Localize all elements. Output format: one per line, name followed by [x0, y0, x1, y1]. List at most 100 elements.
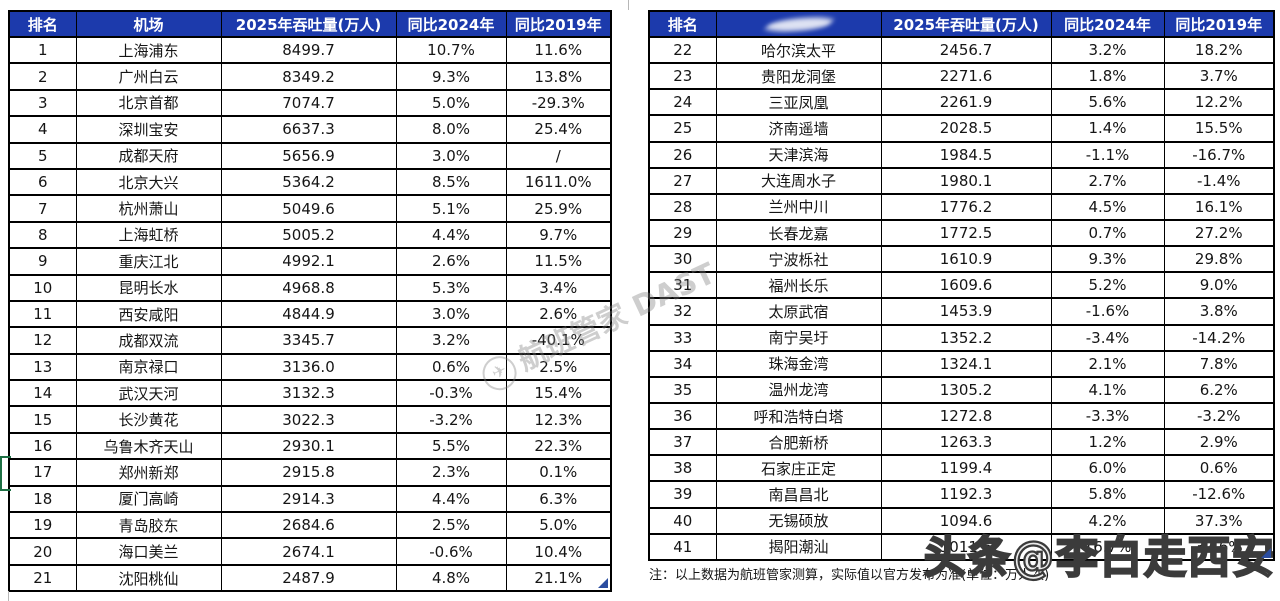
throughput-cell[interactable]: 2674.1: [220, 537, 397, 566]
yoy2019-cell[interactable]: 1611.0%: [505, 167, 612, 197]
yoy2024-cell[interactable]: 4.1%: [1050, 375, 1165, 404]
header-yoy-2024[interactable]: 同比2024年: [395, 10, 507, 38]
rank-cell[interactable]: 19: [8, 511, 77, 540]
yoy2024-cell[interactable]: 5.6%: [1050, 88, 1165, 117]
yoy2019-cell[interactable]: 15.4%: [505, 379, 612, 408]
airport-cell[interactable]: 乌鲁木齐天山: [75, 431, 222, 461]
airport-cell[interactable]: 呼和浩特白塔: [715, 401, 882, 431]
yoy2024-cell[interactable]: 2.7%: [1050, 166, 1165, 195]
yoy2024-cell[interactable]: 2.1%: [1050, 349, 1165, 378]
throughput-cell[interactable]: 1772.5: [880, 218, 1052, 248]
rank-cell[interactable]: 28: [648, 192, 717, 221]
throughput-cell[interactable]: 2915.8: [220, 458, 397, 487]
yoy2019-cell[interactable]: -16.7%: [1163, 140, 1275, 169]
yoy2024-cell[interactable]: 10.7%: [395, 35, 507, 65]
yoy2024-cell[interactable]: -3.3%: [1050, 401, 1165, 431]
yoy2024-cell[interactable]: -1.1%: [1050, 140, 1165, 169]
throughput-cell[interactable]: 5364.2: [220, 167, 397, 197]
yoy2019-cell[interactable]: 9.7%: [505, 220, 612, 250]
rank-cell[interactable]: 15: [8, 405, 77, 434]
rank-cell[interactable]: 21: [8, 563, 77, 593]
rank-cell[interactable]: 26: [648, 140, 717, 169]
yoy2019-cell[interactable]: 21.1%: [505, 563, 612, 593]
yoy2024-cell[interactable]: 4.8%: [395, 563, 507, 593]
yoy2024-cell[interactable]: -3.4%: [1050, 323, 1165, 352]
yoy2024-cell[interactable]: 16.7%: [1050, 532, 1165, 561]
rank-cell[interactable]: 4: [8, 115, 77, 144]
throughput-cell[interactable]: 2456.7: [880, 35, 1052, 65]
rank-cell[interactable]: 6: [8, 167, 77, 197]
throughput-cell[interactable]: 1980.1: [880, 166, 1052, 195]
airport-cell[interactable]: 青岛胶东: [75, 511, 222, 540]
airport-cell[interactable]: 福州长乐: [715, 271, 882, 300]
rank-cell[interactable]: 36: [648, 401, 717, 431]
airport-cell[interactable]: 杭州萧山: [75, 194, 222, 223]
yoy2019-cell[interactable]: 0.1%: [505, 458, 612, 487]
yoy2024-cell[interactable]: 2.6%: [395, 247, 507, 276]
throughput-cell[interactable]: 5656.9: [220, 141, 397, 170]
rank-cell[interactable]: 38: [648, 454, 717, 483]
yoy2024-cell[interactable]: 4.4%: [395, 220, 507, 250]
yoy2019-cell[interactable]: 13.8%: [505, 62, 612, 91]
throughput-cell[interactable]: 1984.5: [880, 140, 1052, 169]
throughput-cell[interactable]: 1305.2: [880, 375, 1052, 404]
rank-cell[interactable]: 30: [648, 245, 717, 274]
yoy2024-cell[interactable]: 5.8%: [1050, 480, 1165, 509]
yoy2024-cell[interactable]: 4.5%: [1050, 192, 1165, 221]
yoy2024-cell[interactable]: 9.3%: [1050, 245, 1165, 274]
airport-cell[interactable]: 宁波栎社: [715, 245, 882, 274]
yoy2024-cell[interactable]: 1.8%: [1050, 62, 1165, 91]
airport-cell[interactable]: 合肥新桥: [715, 428, 882, 457]
header-rank[interactable]: 排名: [648, 10, 717, 38]
yoy2024-cell[interactable]: 0.7%: [1050, 218, 1165, 248]
yoy2024-cell[interactable]: 6.0%: [1050, 454, 1165, 483]
throughput-cell[interactable]: 1011.5: [880, 532, 1052, 561]
rank-cell[interactable]: 22: [648, 35, 717, 65]
yoy2024-cell[interactable]: 4.4%: [395, 484, 507, 514]
rank-cell[interactable]: 39: [648, 480, 717, 509]
yoy2019-cell[interactable]: -40.1%: [505, 326, 612, 355]
yoy2019-cell[interactable]: 27.2%: [1163, 218, 1275, 248]
airport-cell[interactable]: 三亚凤凰: [715, 88, 882, 117]
throughput-cell[interactable]: 4992.1: [220, 247, 397, 276]
yoy2019-cell[interactable]: 18.2%: [1163, 35, 1275, 65]
rank-cell[interactable]: 8: [8, 220, 77, 250]
rank-cell[interactable]: 24: [648, 88, 717, 117]
yoy2019-cell[interactable]: 10.4%: [505, 537, 612, 566]
yoy2019-cell[interactable]: -12.6%: [1163, 480, 1275, 509]
airport-cell[interactable]: 重庆江北: [75, 247, 222, 276]
yoy2024-cell[interactable]: 3.2%: [1050, 35, 1165, 65]
yoy2024-cell[interactable]: 0.6%: [395, 352, 507, 382]
yoy2024-cell[interactable]: 8.5%: [395, 167, 507, 197]
header-yoy-2024[interactable]: 同比2024年: [1050, 10, 1165, 38]
rank-cell[interactable]: 20: [8, 537, 77, 566]
rank-cell[interactable]: 7: [8, 194, 77, 223]
throughput-cell[interactable]: 1272.8: [880, 401, 1052, 431]
airport-cell[interactable]: 长沙黄花: [75, 405, 222, 434]
airport-cell[interactable]: 昆明长水: [75, 273, 222, 302]
rank-cell[interactable]: 13: [8, 352, 77, 382]
yoy2019-cell[interactable]: 12.3%: [505, 405, 612, 434]
yoy2019-cell[interactable]: 6.3%: [505, 484, 612, 514]
throughput-cell[interactable]: 8499.7: [220, 35, 397, 65]
yoy2024-cell[interactable]: -3.2%: [395, 405, 507, 434]
yoy2024-cell[interactable]: 1.4%: [1050, 114, 1165, 143]
rank-cell[interactable]: 29: [648, 218, 717, 248]
throughput-cell[interactable]: 2028.5: [880, 114, 1052, 143]
rank-cell[interactable]: 35: [648, 375, 717, 404]
yoy2024-cell[interactable]: 5.0%: [395, 88, 507, 118]
rank-cell[interactable]: 1: [8, 35, 77, 65]
yoy2024-cell[interactable]: 9.3%: [395, 62, 507, 91]
airport-cell[interactable]: 贵阳龙洞堡: [715, 62, 882, 91]
airport-cell[interactable]: 温州龙湾: [715, 375, 882, 404]
header-airport-obscured[interactable]: [715, 10, 882, 38]
airport-cell[interactable]: 海口美兰: [75, 537, 222, 566]
yoy2019-cell[interactable]: 11.6%: [505, 35, 612, 65]
throughput-cell[interactable]: 2930.1: [220, 431, 397, 461]
throughput-cell[interactable]: 1192.3: [880, 480, 1052, 509]
airport-cell[interactable]: 天津滨海: [715, 140, 882, 169]
yoy2024-cell[interactable]: 4.2%: [1050, 506, 1165, 535]
yoy2019-cell[interactable]: 5.0%: [505, 511, 612, 540]
throughput-cell[interactable]: 2914.3: [220, 484, 397, 514]
rank-cell[interactable]: 9: [8, 247, 77, 276]
